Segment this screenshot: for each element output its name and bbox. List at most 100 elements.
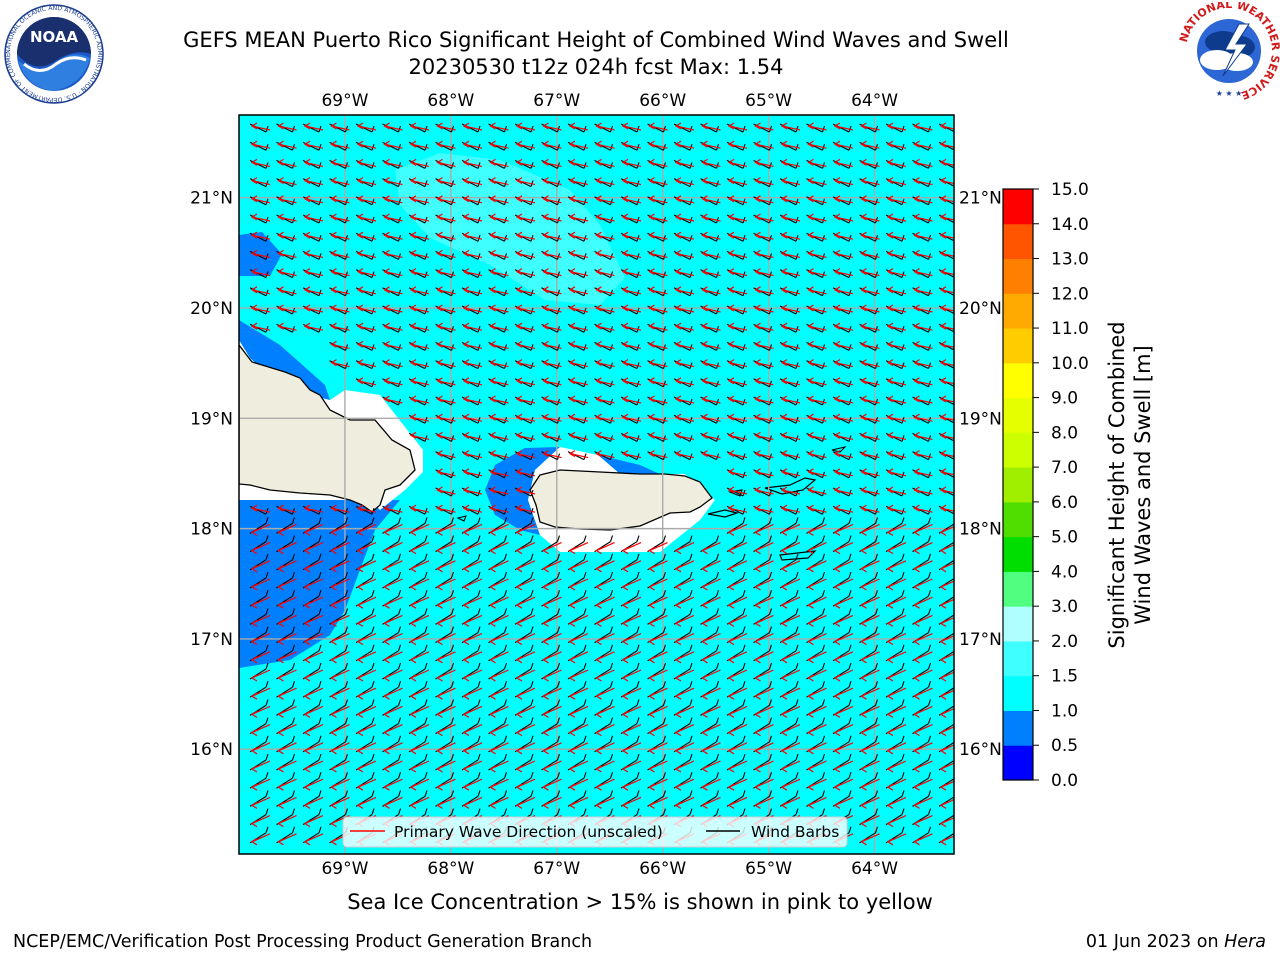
primary-wave-arrow	[702, 143, 721, 149]
chart-subtitle-forecast: 20230530 t12z 024h fcst Max: 1.54	[408, 55, 784, 79]
primary-wave-arrow	[357, 180, 377, 186]
primary-wave-arrowhead	[780, 468, 788, 476]
primary-wave-arrow	[834, 143, 854, 149]
primary-wave-arrowhead	[330, 122, 337, 130]
primary-wave-arrowhead	[913, 601, 920, 609]
wind-barb-flag	[530, 608, 534, 615]
primary-wave-arrow	[861, 271, 880, 277]
wind-barb-flag	[848, 790, 852, 797]
wind-barb-flag	[291, 535, 296, 542]
primary-wave-arrowhead	[727, 431, 735, 439]
primary-wave-arrowhead	[833, 747, 841, 755]
primary-wave-arrowhead	[330, 583, 337, 591]
primary-wave-arrowhead	[648, 747, 655, 755]
primary-wave-arrow	[728, 289, 748, 295]
primary-wave-arrowhead	[754, 547, 761, 555]
primary-wave-arrow	[755, 434, 774, 440]
primary-wave-arrowhead	[886, 838, 894, 846]
colorbar: 0.00.51.01.52.03.04.05.06.07.08.09.010.0…	[1002, 180, 1089, 791]
primary-wave-arrowhead	[568, 583, 576, 591]
primary-wave-arrowhead	[886, 656, 894, 664]
primary-wave-arrowhead	[780, 710, 788, 718]
primary-wave-arrowhead	[250, 729, 258, 737]
colorbar-tick-label: 15.0	[1051, 180, 1089, 200]
primary-wave-arrow	[516, 489, 536, 495]
primary-wave-arrowhead	[356, 231, 364, 239]
colorbar-segment	[1003, 501, 1033, 538]
primary-wave-arrow	[702, 271, 721, 277]
wind-barb-flag	[768, 735, 773, 742]
primary-wave-arrowhead	[489, 177, 496, 185]
primary-wave-arrow	[516, 252, 536, 258]
primary-wave-arrow	[755, 143, 774, 149]
primary-wave-arrowhead	[462, 765, 470, 773]
wind-barb-flag	[821, 535, 826, 542]
primary-wave-arrow	[596, 161, 615, 167]
wind-barb-flag	[450, 662, 455, 670]
primary-wave-arrowhead	[436, 122, 443, 130]
primary-wave-arrow	[437, 416, 456, 422]
primary-wave-arrowhead	[860, 231, 867, 239]
primary-wave-arrow	[728, 398, 748, 404]
wind-barb-flag	[715, 662, 720, 670]
primary-wave-arrowhead	[250, 601, 258, 609]
primary-wave-arrowhead	[860, 619, 867, 627]
primary-wave-arrowhead	[833, 213, 841, 221]
primary-wave-arrow	[490, 362, 509, 368]
primary-wave-arrowhead	[939, 195, 947, 203]
primary-wave-arrowhead	[780, 486, 788, 494]
wind-barb-flag	[848, 608, 852, 615]
wind-barb-flag	[265, 644, 269, 651]
wind-barb-flag	[662, 535, 667, 542]
map-legend: Primary Wave Direction (unscaled) Wind B…	[342, 816, 848, 848]
wind-barb-flag	[955, 162, 957, 168]
primary-wave-arrowhead	[542, 286, 549, 294]
wind-barb-flag	[397, 553, 402, 560]
primary-wave-arrow	[463, 325, 483, 331]
wind-barb-flag	[530, 735, 534, 742]
primary-wave-arrowhead	[754, 765, 761, 773]
primary-wave-arrowhead	[807, 583, 814, 591]
primary-wave-arrowhead	[754, 504, 761, 512]
primary-wave-arrow	[569, 307, 589, 313]
primary-wave-arrowhead	[913, 674, 920, 682]
wind-barb-flag	[397, 753, 402, 761]
primary-wave-arrowhead	[807, 638, 814, 646]
primary-wave-arrow	[384, 343, 403, 349]
primary-wave-arrowhead	[250, 158, 258, 166]
land-mona-island	[456, 515, 467, 522]
primary-wave-arrowhead	[727, 158, 735, 166]
primary-wave-arrowhead	[462, 340, 470, 348]
primary-wave-arrowhead	[833, 431, 841, 439]
wind-barb-flag	[556, 662, 561, 670]
primary-wave-arrowhead	[568, 177, 576, 185]
primary-wave-arrow	[728, 234, 748, 240]
primary-wave-arrowhead	[277, 820, 284, 828]
primary-wave-arrow	[808, 252, 827, 258]
wind-barb-flag	[344, 571, 349, 579]
wind-barb-flag	[927, 517, 932, 524]
primary-wave-arrowhead	[303, 619, 311, 627]
primary-wave-arrow	[649, 289, 668, 295]
primary-wave-arrow	[490, 416, 509, 422]
wind-barb-flag	[291, 772, 296, 779]
primary-wave-arrow	[887, 380, 907, 386]
primary-wave-arrow	[384, 362, 403, 368]
wind-barb-flag	[450, 790, 455, 797]
primary-wave-arrowhead	[462, 747, 470, 755]
wind-barb-flag	[344, 681, 349, 688]
primary-wave-arrow	[569, 180, 589, 186]
primary-wave-arrowhead	[250, 710, 258, 718]
land-vieques	[707, 509, 740, 518]
primary-wave-arrow	[861, 143, 880, 149]
primary-wave-arrowhead	[595, 286, 602, 294]
primary-wave-arrowhead	[754, 528, 761, 536]
primary-wave-arrowhead	[436, 431, 443, 439]
primary-wave-arrow	[728, 252, 748, 258]
primary-wave-arrowhead	[727, 122, 735, 130]
wind-barb-flag	[556, 681, 561, 688]
wind-barb-flag	[955, 454, 957, 460]
primary-wave-arrowhead	[701, 656, 708, 664]
primary-wave-arrow	[808, 489, 827, 495]
wind-barb-flag	[503, 808, 508, 815]
